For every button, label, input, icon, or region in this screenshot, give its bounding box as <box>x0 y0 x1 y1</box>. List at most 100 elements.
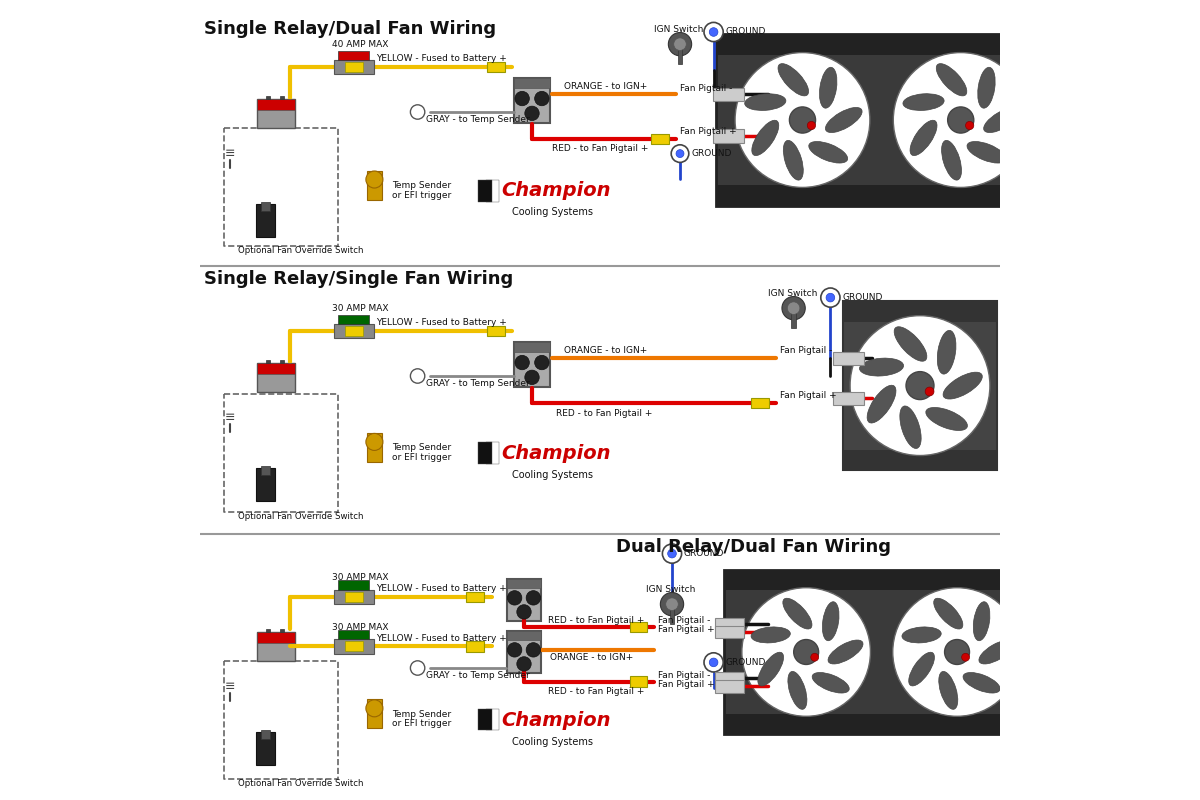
Ellipse shape <box>964 673 1000 693</box>
Circle shape <box>366 700 383 717</box>
Ellipse shape <box>937 330 956 374</box>
Ellipse shape <box>826 107 862 133</box>
Circle shape <box>821 288 840 307</box>
Circle shape <box>410 369 425 383</box>
Text: ≡: ≡ <box>226 680 235 693</box>
Bar <box>334 590 373 604</box>
Circle shape <box>668 33 691 56</box>
Circle shape <box>515 91 529 106</box>
Circle shape <box>366 171 383 188</box>
Ellipse shape <box>943 372 983 399</box>
Ellipse shape <box>934 598 962 629</box>
Text: GROUND: GROUND <box>726 27 766 37</box>
Ellipse shape <box>978 67 995 108</box>
Bar <box>713 88 744 101</box>
Text: Single Relay/Dual Fan Wiring: Single Relay/Dual Fan Wiring <box>204 20 496 38</box>
Text: RED - to Fan Pigtail +: RED - to Fan Pigtail + <box>548 686 644 696</box>
Bar <box>515 78 550 88</box>
Text: 30 AMP MAX: 30 AMP MAX <box>332 573 389 582</box>
Ellipse shape <box>788 671 806 710</box>
Bar <box>833 392 864 405</box>
Ellipse shape <box>868 386 896 423</box>
Bar <box>486 442 499 464</box>
Bar <box>508 630 541 674</box>
Circle shape <box>811 654 818 661</box>
Text: IGN Switch: IGN Switch <box>647 585 696 594</box>
Circle shape <box>793 639 818 665</box>
Circle shape <box>410 105 425 119</box>
Bar <box>515 342 550 352</box>
Ellipse shape <box>900 406 922 449</box>
Bar <box>467 642 484 651</box>
Text: Optional Fan Override Switch: Optional Fan Override Switch <box>239 779 364 789</box>
Text: or EFI trigger: or EFI trigger <box>392 190 451 200</box>
Bar <box>487 326 505 336</box>
Bar <box>280 96 284 99</box>
Circle shape <box>673 38 686 50</box>
Text: ORANGE - to IGN+: ORANGE - to IGN+ <box>564 346 647 355</box>
Bar <box>716 34 1046 54</box>
Circle shape <box>515 355 529 370</box>
Bar <box>260 466 270 475</box>
Text: RED - to Fan Pigtail +: RED - to Fan Pigtail + <box>552 144 648 154</box>
Bar <box>338 630 368 639</box>
Bar <box>257 363 295 374</box>
Bar <box>716 34 1046 206</box>
Ellipse shape <box>822 602 839 641</box>
Circle shape <box>709 28 718 36</box>
Bar <box>713 130 744 142</box>
Bar <box>724 570 1039 734</box>
Bar <box>479 180 492 202</box>
Bar <box>344 62 362 72</box>
Circle shape <box>906 372 934 399</box>
Circle shape <box>671 145 689 162</box>
Bar <box>751 398 769 408</box>
Bar <box>486 180 499 202</box>
Bar <box>334 324 373 338</box>
Circle shape <box>524 370 539 385</box>
Text: IGN Switch: IGN Switch <box>768 289 817 298</box>
Bar <box>652 134 668 144</box>
Circle shape <box>961 654 970 661</box>
Bar <box>338 50 368 60</box>
Text: 40 AMP MAX: 40 AMP MAX <box>332 40 389 50</box>
Text: Dual Relay/Dual Fan Wiring: Dual Relay/Dual Fan Wiring <box>616 538 890 555</box>
Bar <box>715 672 744 685</box>
Bar <box>367 699 382 729</box>
Bar <box>630 677 647 686</box>
Bar <box>515 342 550 387</box>
Bar <box>670 602 674 624</box>
Bar <box>344 592 362 602</box>
Bar <box>467 592 484 602</box>
Bar <box>265 629 270 632</box>
Text: Fan Pigtail -: Fan Pigtail - <box>658 616 710 626</box>
Text: Fan Pigtail +: Fan Pigtail + <box>658 680 714 690</box>
Text: GROUND: GROUND <box>842 293 883 302</box>
Circle shape <box>948 107 973 133</box>
Text: Champion: Champion <box>500 444 611 463</box>
Bar <box>479 442 492 464</box>
Bar <box>265 96 270 99</box>
Bar <box>344 642 362 651</box>
Ellipse shape <box>908 652 935 686</box>
Bar <box>833 352 864 365</box>
Circle shape <box>410 661 425 675</box>
Circle shape <box>704 653 724 672</box>
Text: Cooling Systems: Cooling Systems <box>512 470 593 480</box>
Text: or EFI trigger: or EFI trigger <box>392 719 451 729</box>
Bar <box>842 301 997 322</box>
Ellipse shape <box>936 64 967 96</box>
Text: Optional Fan Override Switch: Optional Fan Override Switch <box>239 246 364 255</box>
Ellipse shape <box>758 652 784 686</box>
Circle shape <box>508 642 522 657</box>
Text: RED - to Fan Pigtail +: RED - to Fan Pigtail + <box>548 616 644 626</box>
Ellipse shape <box>902 627 941 643</box>
Text: Fan Pigtail -: Fan Pigtail - <box>780 346 833 355</box>
Ellipse shape <box>752 120 779 155</box>
Text: Champion: Champion <box>500 181 611 200</box>
Circle shape <box>366 434 383 450</box>
Text: Fan Pigtail -: Fan Pigtail - <box>680 84 732 94</box>
Bar <box>724 714 1039 734</box>
Ellipse shape <box>979 640 1014 664</box>
Bar <box>678 42 683 64</box>
